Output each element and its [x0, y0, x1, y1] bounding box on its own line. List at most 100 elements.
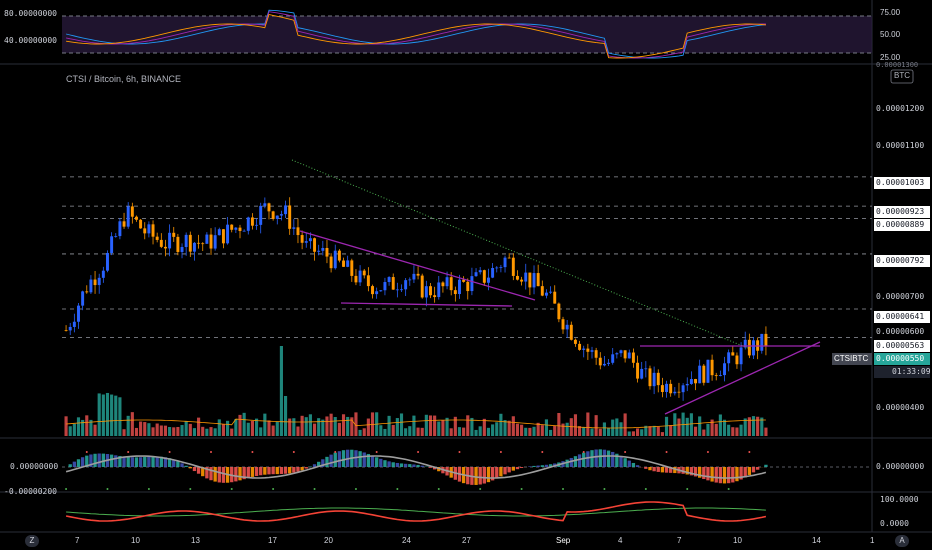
macd-marker [665, 451, 668, 453]
macd-bar [486, 467, 491, 483]
macd-bar [246, 467, 250, 479]
candle-body [400, 289, 403, 291]
macd-bar [731, 467, 735, 483]
macd-bar [337, 451, 342, 467]
macd-bar [577, 454, 582, 467]
volume-bar [81, 419, 85, 436]
macd-bar [325, 456, 329, 467]
macd-bar [656, 467, 660, 472]
candle-body [478, 270, 482, 273]
volume-bar [404, 428, 408, 436]
candle-body [325, 247, 329, 257]
volume-bar [689, 413, 693, 436]
macd-bar [722, 467, 727, 484]
candle-body [362, 270, 366, 276]
volume-bar [408, 426, 412, 436]
macd-marker [417, 451, 420, 453]
candle-body [495, 267, 499, 269]
macd-bar [321, 459, 325, 467]
candle-body [122, 221, 126, 227]
macd-bar [254, 467, 259, 476]
volume-bar [143, 422, 147, 436]
macd-bar [586, 451, 590, 467]
macd-bar [664, 467, 669, 473]
volume-bar [677, 418, 681, 436]
volume-bar [259, 427, 263, 436]
volume-bar [391, 424, 395, 436]
volume-bar [528, 427, 532, 436]
volume-bar [491, 424, 495, 436]
volume-bar [238, 414, 242, 436]
macd-marker [603, 488, 606, 490]
volume-bar [354, 412, 358, 436]
candle-body [163, 246, 167, 249]
volume-bar [296, 426, 300, 436]
candle-body [640, 368, 644, 379]
candle-body [89, 279, 93, 293]
volume-bar [606, 427, 611, 436]
macd-bar [590, 450, 594, 467]
macd-bar [296, 467, 300, 472]
macd-bar [399, 463, 404, 467]
macd-bar [167, 458, 172, 467]
macd-bar [635, 465, 640, 467]
macd-marker [65, 488, 68, 490]
candle-body [590, 350, 594, 352]
ticker-tag-bg [832, 353, 872, 365]
macd-bar [673, 467, 677, 474]
level-tag-923 [874, 206, 930, 218]
macd-markers [65, 451, 751, 490]
candle-body [250, 217, 254, 226]
macd-bar [312, 464, 317, 467]
macd-bar [536, 465, 540, 467]
macd-marker [230, 488, 233, 490]
volume-bar [155, 423, 159, 436]
macd-bar [403, 463, 408, 467]
macd-marker [168, 451, 171, 453]
volume-bar [751, 416, 756, 436]
candle-body [77, 305, 80, 322]
macd-bar [548, 464, 553, 467]
volume-bar [114, 395, 118, 436]
candle-body [615, 353, 619, 355]
volume-bar [366, 418, 370, 436]
macd-bar [582, 452, 586, 467]
macd-signal-line [65, 455, 767, 479]
candle-body [375, 291, 379, 295]
volume-bar [89, 419, 93, 436]
macd-bar [395, 462, 400, 467]
candle-body [598, 357, 602, 366]
candle-body [602, 363, 606, 366]
macd-bar [412, 464, 416, 467]
candle-body [168, 232, 172, 249]
volume-bar [544, 419, 549, 436]
volume-bar [184, 421, 188, 436]
candle-body [652, 372, 656, 387]
level-tag-792 [874, 255, 930, 267]
macd-bar [698, 467, 702, 478]
candle-body [205, 234, 209, 244]
volume-bar [242, 412, 246, 436]
candle-body [234, 227, 238, 230]
volume-bar [586, 412, 590, 436]
candle-body [217, 229, 221, 236]
rsi-line [66, 11, 766, 59]
candle-body [727, 352, 731, 364]
candle-body [130, 206, 134, 217]
candle-body [441, 282, 445, 287]
macd-bar [660, 467, 665, 473]
macd-bar [532, 465, 536, 467]
candle-body [735, 355, 739, 365]
volume-bar [122, 429, 126, 436]
macd-marker [706, 451, 709, 453]
candle-body [296, 227, 300, 236]
volume-bar [424, 414, 428, 436]
macd-marker [292, 451, 295, 453]
candle-body [135, 216, 138, 220]
macd-bar [147, 456, 151, 467]
candle-body [350, 260, 354, 276]
volume-bar [739, 424, 743, 436]
candle-body [155, 236, 159, 240]
candle-body [288, 205, 292, 229]
candle-body [246, 217, 250, 231]
